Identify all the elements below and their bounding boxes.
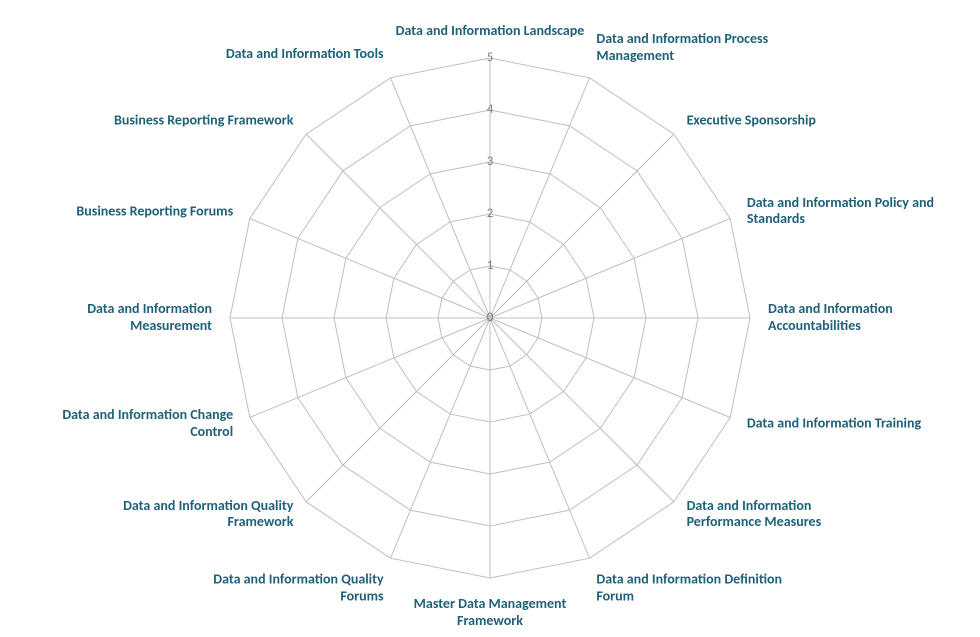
radar-spoke [391,318,490,558]
radar-spoke [306,134,490,318]
radar-tick-label: 2 [487,206,494,221]
radar-svg: 0 1 2 3 4 5 [0,0,980,637]
radar-spoke [490,78,589,318]
radar-spoke [490,134,674,318]
radar-spoke [490,219,730,318]
radar-chart: 012345Data and Information LandscapeData… [0,0,980,637]
radar-tick-label: 4 [487,102,494,117]
radar-spoke [490,318,730,417]
radar-tick-label: 0 [487,310,494,325]
radar-tick-label: 1 [487,258,494,273]
radar-spoke [391,78,490,318]
radar-tick-label: 5 [487,50,494,65]
radar-spoke [306,318,490,502]
radar-spoke [250,219,490,318]
radar-spoke [250,318,490,417]
radar-spoke [490,318,674,502]
radar-tick-label: 3 [487,154,494,169]
radar-spoke [490,318,589,558]
